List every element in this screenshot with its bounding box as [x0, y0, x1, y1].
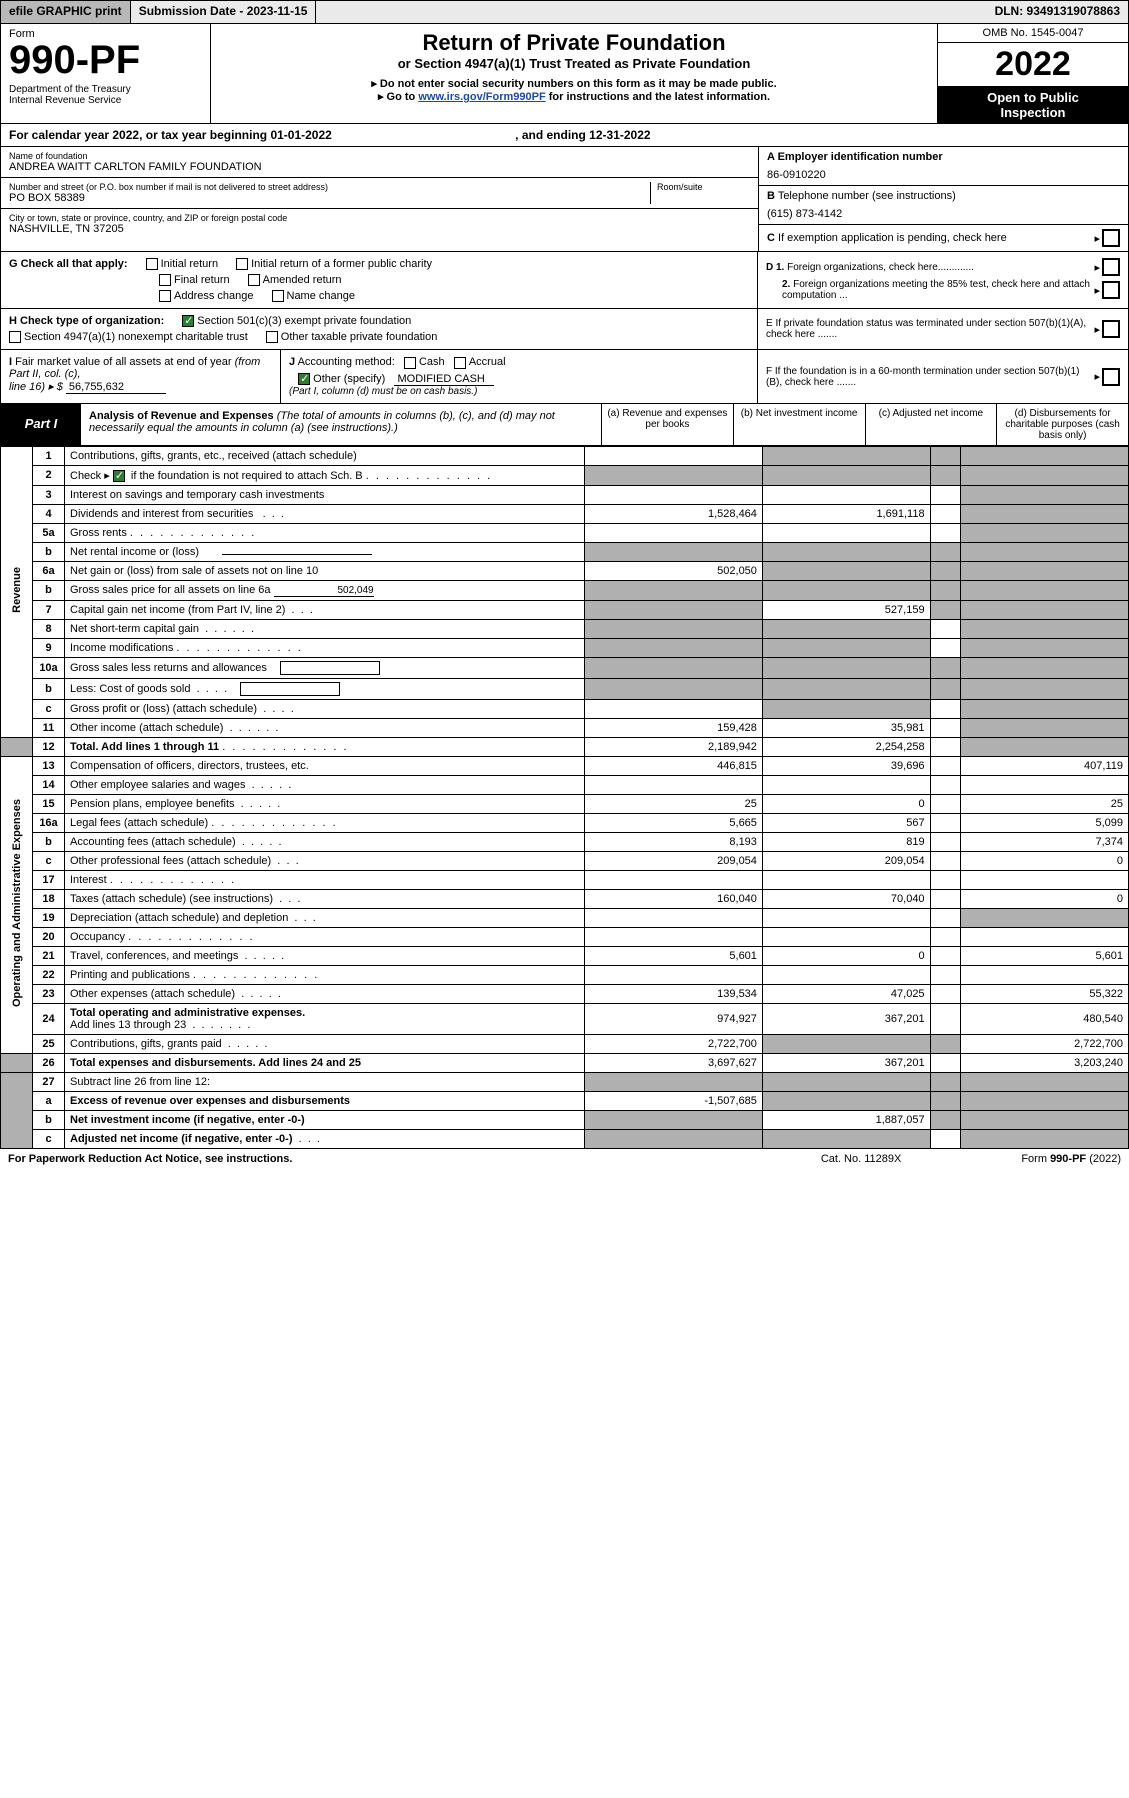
exemption-label: C If exemption application is pending, c… — [767, 232, 1092, 244]
e-checkbox[interactable] — [1102, 320, 1120, 338]
col-d-header: (d) Disbursements for charitable purpose… — [996, 404, 1128, 445]
j-note: (Part I, column (d) must be on cash basi… — [289, 386, 749, 397]
accrual-checkbox[interactable] — [454, 357, 466, 369]
accounting-method: MODIFIED CASH — [394, 373, 494, 386]
open-public: Open to PublicInspection — [938, 87, 1128, 123]
form990pf-link[interactable]: www.irs.gov/Form990PF — [418, 91, 545, 103]
section-i-j-f: I Fair market value of all assets at end… — [0, 350, 1129, 403]
initial-former-checkbox[interactable] — [236, 258, 248, 270]
exemption-checkbox[interactable] — [1102, 229, 1120, 247]
instr-ssn: ▸ Do not enter social security numbers o… — [217, 77, 931, 90]
col-c-header: (c) Adjusted net income — [865, 404, 997, 445]
other-method-checkbox[interactable] — [298, 373, 310, 385]
part1-tag: Part I — [1, 404, 81, 445]
cat-number: Cat. No. 11289X — [821, 1153, 902, 1165]
f-label: F If the foundation is in a 60-month ter… — [766, 366, 1092, 388]
foundation-address: PO BOX 58389 — [9, 192, 650, 204]
foundation-name: ANDREA WAITT CARLTON FAMILY FOUNDATION — [9, 161, 750, 173]
efile-print-button[interactable]: efile GRAPHIC print — [1, 1, 131, 23]
501c3-checkbox[interactable] — [182, 315, 194, 327]
d1-checkbox[interactable] — [1102, 258, 1120, 276]
calendar-year-row: For calendar year 2022, or tax year begi… — [0, 124, 1129, 147]
phone-label: B B Telephone number (see instructions)T… — [767, 190, 1120, 202]
d2-label: 2. Foreign organizations meeting the 85%… — [766, 279, 1092, 301]
city-label: City or town, state or province, country… — [9, 213, 750, 223]
final-return-checkbox[interactable] — [159, 274, 171, 286]
revenue-side-label: Revenue — [11, 567, 23, 613]
i-label: I Fair market value of all assets at end… — [9, 356, 272, 380]
form-title: Return of Private Foundation — [217, 30, 931, 56]
part1-header: Part I Analysis of Revenue and Expenses … — [0, 404, 1129, 446]
d1-label: D 1. Foreign organizations, check here..… — [766, 262, 1092, 273]
phone-value: (615) 873-4142 — [767, 208, 1120, 220]
4947-checkbox[interactable] — [9, 331, 21, 343]
dln-value: DLN: 93491319078863 — [987, 1, 1128, 23]
part1-table: Revenue 1Contributions, gifts, grants, e… — [0, 446, 1129, 1149]
form-header: Form 990-PF Department of the Treasury I… — [0, 24, 1129, 124]
submission-date: Submission Date - 2023-11-15 — [131, 1, 317, 23]
amended-return-checkbox[interactable] — [248, 274, 260, 286]
h-label: H Check type of organization: — [9, 315, 164, 327]
ein-label: A Employer identification number — [767, 151, 1120, 163]
form-subtitle: or Section 4947(a)(1) Trust Treated as P… — [217, 56, 931, 71]
page-footer: For Paperwork Reduction Act Notice, see … — [0, 1149, 1129, 1169]
other-taxable-checkbox[interactable] — [266, 331, 278, 343]
name-label: Name of foundation — [9, 151, 750, 161]
dept-treasury: Department of the Treasury — [9, 84, 202, 95]
paperwork-notice: For Paperwork Reduction Act Notice, see … — [8, 1153, 292, 1165]
top-bar: efile GRAPHIC print Submission Date - 20… — [0, 0, 1129, 24]
section-h-e: H Check type of organization: Section 50… — [0, 309, 1129, 350]
col-a-header: (a) Revenue and expenses per books — [601, 404, 733, 445]
foundation-info: Name of foundation ANDREA WAITT CARLTON … — [0, 147, 1129, 252]
d2-checkbox[interactable] — [1102, 281, 1120, 299]
address-change-checkbox[interactable] — [159, 290, 171, 302]
omb-number: OMB No. 1545-0047 — [938, 24, 1128, 43]
foundation-city: NASHVILLE, TN 37205 — [9, 223, 750, 235]
col-b-header: (b) Net investment income — [733, 404, 865, 445]
ein-value: 86-0910220 — [767, 169, 1120, 181]
cash-checkbox[interactable] — [404, 357, 416, 369]
section-g-d: G Check all that apply: Initial return I… — [0, 252, 1129, 309]
tax-year: 2022 — [938, 43, 1128, 87]
g-label: G Check all that apply: — [9, 258, 128, 270]
expenses-side-label: Operating and Administrative Expenses — [11, 799, 23, 1007]
instr-goto: ▸ Go to www.irs.gov/Form990PF for instru… — [217, 90, 931, 103]
irs-label: Internal Revenue Service — [9, 95, 202, 106]
name-change-checkbox[interactable] — [272, 290, 284, 302]
fmv-value: 56,755,632 — [66, 381, 166, 394]
e-label: E If private foundation status was termi… — [766, 318, 1092, 340]
schb-checkbox[interactable] — [113, 470, 125, 482]
form-number: 990-PF — [9, 40, 202, 80]
initial-return-checkbox[interactable] — [146, 258, 158, 270]
room-label: Room/suite — [657, 182, 750, 192]
f-checkbox[interactable] — [1102, 368, 1120, 386]
addr-label: Number and street (or P.O. box number if… — [9, 182, 650, 192]
form-footer-label: Form 990-PF (2022) — [1021, 1153, 1121, 1165]
